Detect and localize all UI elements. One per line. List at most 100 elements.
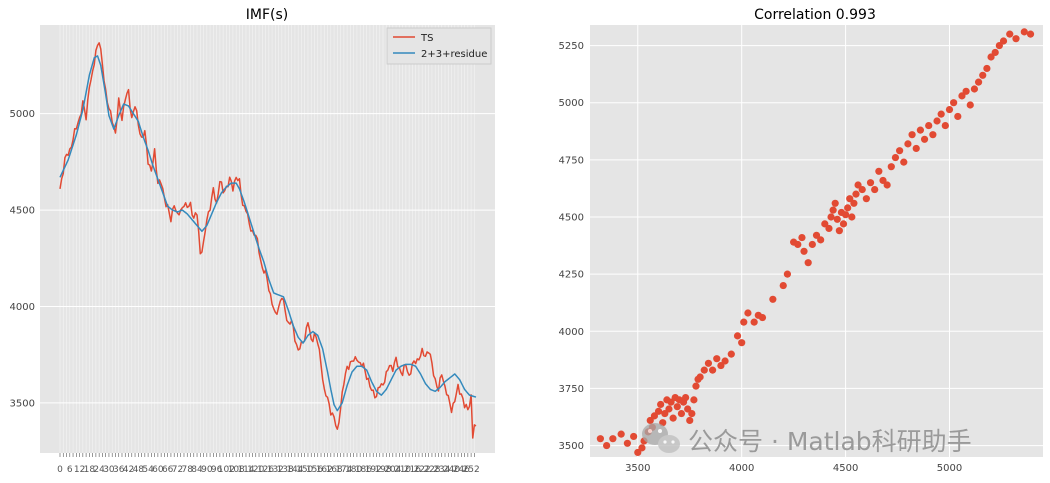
left-x-tick-label: 180 [345,465,362,475]
left-x-tick-label: 90 [201,465,213,475]
scatter-point [800,247,808,255]
left-x-tick-label: 168 [325,465,342,475]
left-y-tick-label: 3500 [10,398,35,409]
scatter-point [650,412,659,420]
scatter-point [833,215,841,223]
scatter-point [871,185,879,194]
scatter-point [686,416,694,425]
right-y-tick-label: 4000 [559,327,584,338]
left-x-tick-label: 240 [443,465,460,475]
scatter-point [966,101,974,109]
scatter-point [617,430,625,438]
left-x-tick-label: 114 [237,465,254,475]
left-x-tick-label: 24 [93,465,105,475]
scatter-point [827,213,835,221]
watermark: 公众号 · Matlab科研助手 [642,423,972,456]
left-x-tick-label: 150 [296,465,313,475]
legend-label-reconstruction: 2+3+residue [421,49,487,60]
scatter-point [690,396,698,404]
scatter-point [875,167,883,175]
left-x-tick-label: 36 [113,465,125,475]
scatter-point [596,435,604,443]
scatter-point [970,85,979,93]
scatter-point [667,398,675,406]
left-x-tick-label: 78 [182,465,194,475]
left-series-lines [59,42,477,439]
scatter-point [887,163,895,171]
scatter-point [634,448,642,457]
left-x-tick-label: 216 [404,465,421,475]
left-x-tick-label: 66 [162,465,174,475]
scatter-point [692,382,700,390]
scatter-point [983,64,991,73]
left-x-tick-label: 84 [191,465,203,475]
right-y-tick-labels: 3500 3750 4000 4250 4500 4750 5000 5250 [559,41,584,452]
scatter-point [900,158,908,166]
left-x-tick-label: 132 [267,465,284,475]
scatter-point [673,403,681,411]
wechat-icon [642,423,680,453]
scatter-point [798,233,806,242]
right-y-tick-label: 3750 [559,384,584,395]
scatter-point [825,224,833,233]
left-x-tick-label: 144 [286,465,303,475]
left-x-tick-label: 186 [355,465,372,475]
scatter-point [812,231,821,239]
reconstruction-series-line [59,55,477,412]
scatter-point [904,140,912,148]
scatter-point [858,185,866,194]
right-x-tick-label: 5000 [937,463,962,474]
legend[interactable]: TS 2+3+residue [386,27,492,65]
right-y-tick-label: 4500 [559,213,584,224]
left-x-tick-label: 246 [453,465,470,475]
scatter-point [908,131,916,139]
right-plot-area [590,25,1043,457]
scatter-point [630,432,638,441]
left-x-tick-label: 102 [218,465,235,475]
right-chart-title: Correlation 0.993 [754,7,876,23]
scatter-point [609,435,617,443]
left-y-tick-labels: 3500 4000 4500 5000 [10,109,35,409]
left-x-tick-label: 252 [463,465,480,475]
right-x-tick-labels: 3500 4000 4500 5000 [625,463,962,474]
scatter-point [677,409,686,418]
scatter-point [654,407,663,415]
left-x-tick-label: 54 [142,465,154,475]
scatter-point [804,259,812,267]
scatter-point [1026,30,1035,38]
scatter-point [991,48,999,57]
left-x-tick-label: 0 [57,465,63,475]
scatter-point [831,199,839,207]
right-y-tick-label: 5000 [559,98,584,109]
scatter-point [769,295,777,303]
scatter-point [839,220,848,228]
scatter-point [758,313,767,322]
scatter-point [709,366,717,374]
scatter-point [937,110,945,118]
right-panel: Correlation 0.993 3500 3750 4000 4250 4500 47… [559,7,1043,474]
left-x-tick-label: 60 [152,465,164,475]
scatter-point [700,366,708,374]
scatter-point [925,121,933,130]
scatter-point [1012,35,1020,43]
scatter-point [854,181,862,189]
scatter-point [916,126,925,134]
scatter-point [721,357,729,365]
scatter-point [896,147,904,155]
scatter-point [941,121,949,130]
scatter-point [954,112,962,121]
scatter-point [750,318,758,326]
ts-series-line [59,42,477,439]
left-x-tick-label: 30 [103,465,115,475]
left-x-tick-label: 162 [316,465,333,475]
scatter-point [835,227,843,235]
left-x-tick-label: 222 [414,465,431,475]
scatter-point [688,409,696,418]
left-plot-area [40,25,495,453]
right-x-tick-label: 4000 [729,463,754,474]
scatter-point [891,153,900,162]
scatter-point [713,355,721,363]
scatter-point [950,99,958,107]
scatter-point [920,135,929,143]
scatter-point [1006,30,1014,38]
